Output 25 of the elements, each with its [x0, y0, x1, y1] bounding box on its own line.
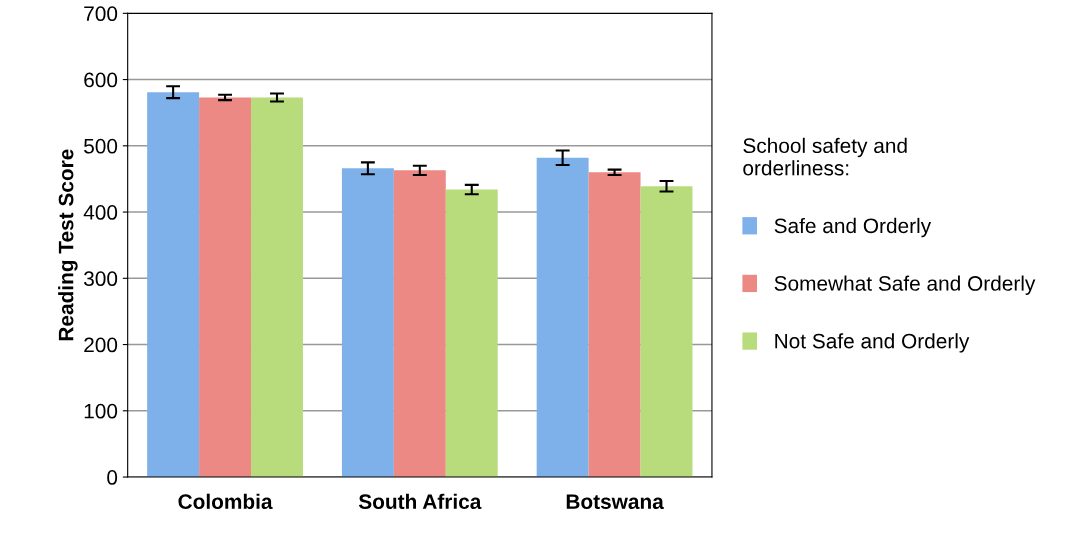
legend-title: School safety and orderliness:: [743, 137, 907, 176]
y-tick-label: 100: [84, 403, 118, 419]
y-tick-label: 400: [83, 205, 118, 220]
legend-label: Not Safe and Orderly: [775, 333, 970, 353]
legend-label: Somewhat Safe and Orderly: [774, 275, 1036, 295]
x-tick-label: Colombia: [178, 493, 273, 509]
bar: [588, 172, 641, 478]
y-tick-label: 200: [84, 337, 118, 353]
bar: [536, 157, 589, 478]
y-tick-label: 500: [84, 138, 118, 154]
y-tick-label: 700: [84, 6, 118, 22]
x-tick-label: Botswana: [566, 494, 664, 509]
bar: [445, 189, 498, 478]
bar: [393, 170, 446, 478]
bar: [199, 97, 252, 478]
bar: [640, 186, 693, 478]
bar: [147, 92, 200, 478]
y-tick-label: 300: [83, 271, 118, 287]
bar: [341, 168, 394, 478]
y-tick-label: 600: [84, 72, 118, 88]
y-tick-label: 0: [107, 470, 118, 485]
y-axis-title: Reading Test Score: [58, 149, 78, 341]
x-tick-label: South Africa: [358, 493, 482, 509]
legend-label: Safe and Orderly: [774, 217, 932, 238]
bar: [251, 97, 303, 478]
